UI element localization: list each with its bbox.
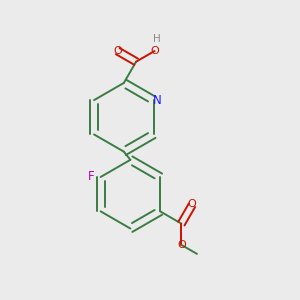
Text: F: F bbox=[88, 170, 95, 184]
Text: O: O bbox=[188, 199, 196, 208]
Text: O: O bbox=[177, 240, 186, 250]
Text: H: H bbox=[153, 34, 160, 44]
Text: O: O bbox=[113, 46, 122, 56]
Text: O: O bbox=[150, 46, 159, 56]
Text: N: N bbox=[153, 94, 162, 106]
